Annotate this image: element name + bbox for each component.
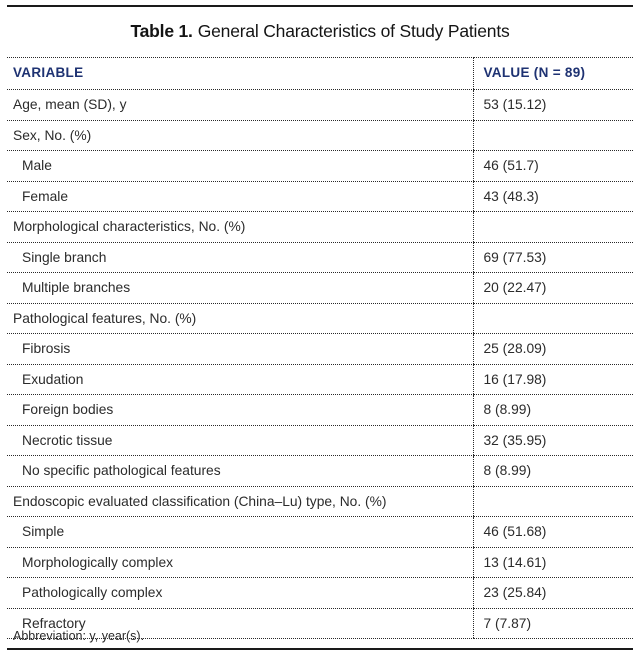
table-row: Single branch 69 (77.53)	[7, 242, 633, 273]
row-value: 32 (35.95)	[472, 425, 633, 456]
column-header-value: VALUE (N = 89)	[472, 57, 633, 90]
row-variable: No specific pathological features	[7, 455, 473, 487]
header-row: VARIABLE VALUE (N = 89)	[7, 57, 633, 90]
row-variable: Fibrosis	[7, 333, 473, 365]
row-value: 69 (77.53)	[472, 242, 633, 273]
row-variable: Pathologically complex	[7, 577, 473, 609]
table-row: Fibrosis 25 (28.09)	[7, 333, 633, 365]
row-variable: Multiple branches	[7, 272, 473, 304]
table-title: Table 1. General Characteristics of Study…	[0, 21, 640, 42]
row-value: 8 (8.99)	[472, 394, 633, 426]
table-number: Table 1.	[130, 21, 193, 41]
row-value: 13 (14.61)	[472, 547, 633, 578]
row-variable: Exudation	[7, 364, 473, 395]
table-row: Refractory 7 (7.87)	[7, 608, 633, 639]
table-row: Simple 46 (51.68)	[7, 516, 633, 548]
row-variable: Male	[7, 150, 473, 182]
row-value: 23 (25.84)	[472, 577, 633, 609]
row-variable: Necrotic tissue	[7, 425, 473, 456]
table-top-rule	[7, 5, 633, 7]
row-variable: Morphological characteristics, No. (%)	[7, 211, 473, 243]
row-value: 20 (22.47)	[472, 272, 633, 304]
row-value: 16 (17.98)	[472, 364, 633, 395]
table-row: Pathologically complex 23 (25.84)	[7, 577, 633, 609]
table-row: Age, mean (SD), y 53 (15.12)	[7, 89, 633, 121]
row-value	[472, 211, 633, 243]
table-row: Sex, No. (%)	[7, 120, 633, 151]
row-value	[472, 486, 633, 517]
row-variable: Endoscopic evaluated classification (Chi…	[7, 486, 473, 517]
column-header-variable: VARIABLE	[7, 57, 473, 90]
row-value: 46 (51.7)	[472, 150, 633, 182]
row-value: 46 (51.68)	[472, 516, 633, 548]
row-value: 7 (7.87)	[472, 608, 633, 639]
row-variable: Age, mean (SD), y	[7, 89, 473, 121]
table-row: Foreign bodies 8 (8.99)	[7, 394, 633, 426]
table-row: Multiple branches 20 (22.47)	[7, 272, 633, 304]
row-variable: Single branch	[7, 242, 473, 273]
table-row: Morphological characteristics, No. (%)	[7, 211, 633, 243]
table-row: Male 46 (51.7)	[7, 150, 633, 182]
row-variable: Foreign bodies	[7, 394, 473, 426]
table-row: Exudation 16 (17.98)	[7, 364, 633, 395]
row-variable: Pathological features, No. (%)	[7, 303, 473, 334]
row-value: 43 (48.3)	[472, 181, 633, 212]
table-row: Endoscopic evaluated classification (Chi…	[7, 486, 633, 517]
row-variable: Sex, No. (%)	[7, 120, 473, 151]
row-value: 25 (28.09)	[472, 333, 633, 365]
table-row: Necrotic tissue 32 (35.95)	[7, 425, 633, 456]
characteristics-table: VARIABLE VALUE (N = 89) Age, mean (SD), …	[7, 57, 633, 639]
table-row: Morphologically complex 13 (14.61)	[7, 547, 633, 578]
table-bottom-rule	[7, 648, 633, 650]
row-variable: Female	[7, 181, 473, 212]
table-row: Female 43 (48.3)	[7, 181, 633, 212]
row-value	[472, 120, 633, 151]
table-caption: General Characteristics of Study Patient…	[197, 21, 510, 41]
table-footnote: Abbreviation: y, year(s).	[13, 629, 145, 643]
row-variable: Morphologically complex	[7, 547, 473, 578]
table-row: Pathological features, No. (%)	[7, 303, 633, 334]
row-value: 8 (8.99)	[472, 455, 633, 487]
row-variable: Simple	[7, 516, 473, 548]
row-value: 53 (15.12)	[472, 89, 633, 121]
row-variable: Refractory	[7, 608, 473, 639]
row-value	[472, 303, 633, 334]
table-row: No specific pathological features 8 (8.99…	[7, 455, 633, 487]
